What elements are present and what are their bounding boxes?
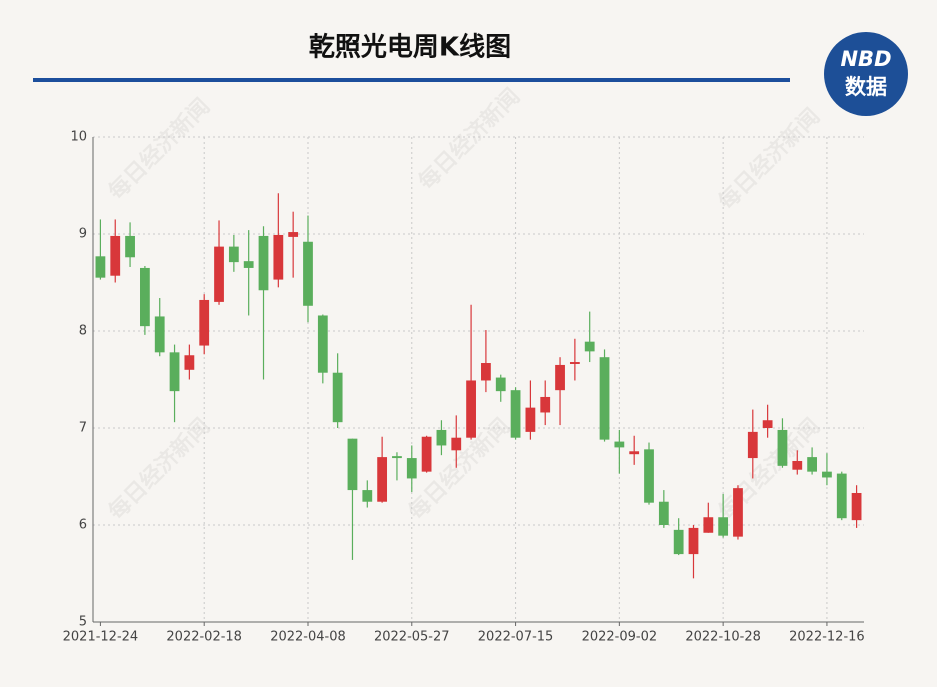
x-tick-label: 2022-05-27 bbox=[374, 630, 450, 645]
candle-body bbox=[644, 449, 654, 503]
candle-body bbox=[540, 396, 551, 413]
y-tick-label: 8 bbox=[79, 324, 87, 339]
candle-body bbox=[421, 436, 432, 472]
y-tick-label: 9 bbox=[79, 227, 87, 242]
x-tick-label: 2022-07-15 bbox=[478, 630, 554, 645]
candle-body bbox=[792, 460, 803, 470]
candle-body bbox=[377, 457, 388, 502]
candle-body bbox=[140, 267, 150, 327]
candle-body bbox=[525, 407, 536, 432]
candle-body bbox=[169, 352, 180, 392]
candle-body bbox=[347, 438, 358, 491]
candle-body bbox=[95, 256, 106, 278]
candle-body bbox=[110, 235, 121, 276]
plot: 5 6 7 8 9 10 2021-12-24 2022-02-18 2022-04-08 202… bbox=[63, 130, 865, 645]
candle-body bbox=[688, 527, 699, 555]
logo-top: NBD bbox=[840, 47, 891, 71]
candle-body bbox=[273, 234, 284, 280]
candle-body bbox=[125, 235, 135, 258]
y-tick-label: 7 bbox=[79, 421, 87, 436]
x-tick-label: 2022-04-08 bbox=[270, 630, 346, 645]
candle-body bbox=[584, 341, 595, 352]
candle-body bbox=[510, 390, 521, 438]
candle-body bbox=[481, 363, 491, 381]
candle-body bbox=[451, 437, 462, 451]
candle-body bbox=[555, 364, 565, 391]
candle-body bbox=[332, 372, 343, 423]
candle-body bbox=[184, 355, 195, 370]
candle-body bbox=[599, 357, 610, 440]
candle-body bbox=[658, 501, 669, 525]
y-tick-label: 5 bbox=[79, 615, 87, 630]
chart-title: 乾照光电周K线图 bbox=[309, 33, 511, 63]
candle-body bbox=[762, 420, 773, 428]
x-tick-label: 2022-09-02 bbox=[582, 630, 658, 645]
x-tick-label: 2021-12-24 bbox=[63, 630, 139, 645]
candle-body bbox=[303, 241, 313, 306]
candle-body bbox=[154, 316, 165, 353]
y-tick-label: 10 bbox=[70, 130, 87, 145]
logo bbox=[824, 32, 908, 116]
candle-body bbox=[406, 458, 417, 479]
candle-body bbox=[495, 377, 506, 392]
logo-bottom: 数据 bbox=[845, 75, 887, 99]
candle-body bbox=[673, 529, 684, 555]
candle-body bbox=[288, 232, 299, 237]
candle-body bbox=[362, 490, 373, 502]
candle-body bbox=[199, 299, 210, 346]
candle-body bbox=[836, 473, 847, 519]
candle-body bbox=[228, 246, 239, 263]
candle-body bbox=[629, 451, 640, 455]
candle-body bbox=[317, 315, 328, 373]
candle-body bbox=[243, 261, 254, 268]
candle-body bbox=[436, 429, 447, 446]
candle-body bbox=[747, 431, 758, 459]
candle-body bbox=[822, 471, 832, 478]
candle-body bbox=[214, 246, 224, 302]
candle-body bbox=[703, 517, 714, 533]
x-tick-label: 2022-02-18 bbox=[166, 630, 242, 645]
x-tick-label: 2022-10-28 bbox=[685, 630, 761, 645]
candle-body bbox=[718, 517, 729, 536]
candle-body bbox=[258, 235, 269, 291]
x-tick-label: 2022-12-16 bbox=[789, 630, 865, 645]
y-tick-label: 6 bbox=[79, 518, 87, 533]
candle-body bbox=[851, 492, 862, 521]
candle-body bbox=[733, 488, 743, 537]
candle-body bbox=[569, 362, 580, 364]
candle-body bbox=[777, 429, 788, 466]
candle-body bbox=[392, 456, 402, 459]
candle-body bbox=[807, 457, 817, 472]
candle-body bbox=[614, 441, 625, 448]
candle-body bbox=[466, 380, 476, 438]
